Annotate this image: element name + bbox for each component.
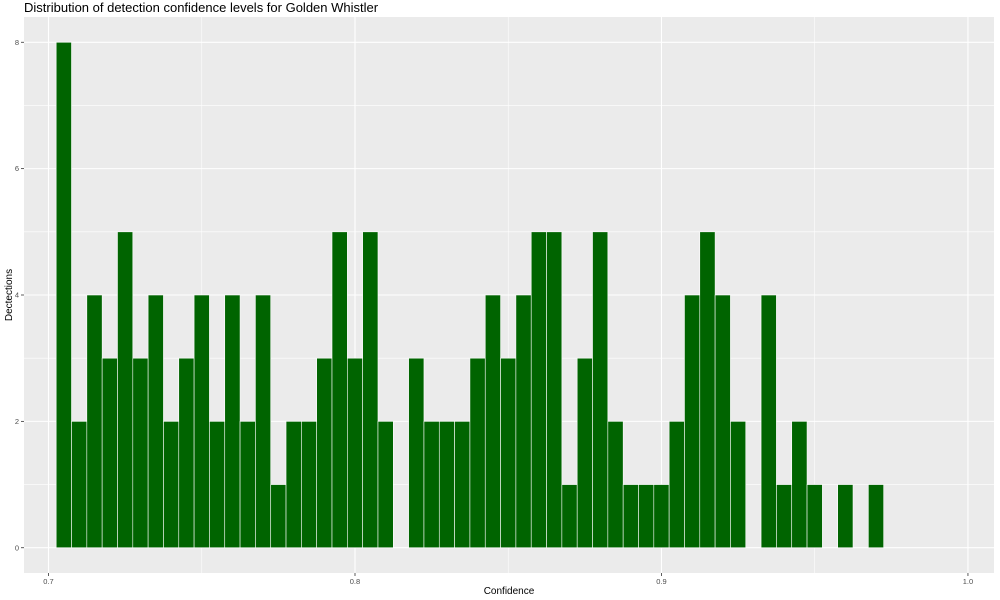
histogram-bar — [653, 484, 670, 549]
histogram-bar — [193, 294, 210, 549]
bars — [55, 41, 884, 549]
histogram-bar — [500, 357, 517, 549]
y-tick-label: 6 — [15, 164, 19, 173]
histogram-bar — [86, 294, 103, 549]
histogram-bar — [209, 421, 226, 549]
histogram-bar — [546, 231, 563, 549]
histogram-bar — [791, 421, 808, 549]
histogram-bar — [561, 484, 578, 549]
y-axis-title: Dectections — [4, 269, 15, 321]
histogram-bar — [622, 484, 639, 549]
histogram-bar — [760, 294, 777, 549]
histogram-bar — [776, 484, 793, 549]
histogram-bar — [454, 421, 471, 549]
histogram-bar — [147, 294, 164, 549]
histogram-bar — [469, 357, 486, 549]
y-tick-label: 0 — [15, 543, 19, 552]
histogram-bar — [868, 484, 884, 549]
histogram-bar — [730, 421, 747, 549]
histogram-bar — [438, 421, 455, 549]
histogram-bar — [714, 294, 731, 549]
histogram-bar — [377, 421, 394, 549]
histogram-bar — [668, 421, 685, 549]
histogram-bar — [484, 294, 501, 549]
x-tick-label: 0.7 — [43, 577, 53, 586]
x-tick-label: 1.0 — [963, 577, 973, 586]
histogram-bar — [362, 231, 379, 549]
histogram-bar — [592, 231, 609, 549]
histogram-bar — [515, 294, 532, 549]
y-axis-ticks: 0 2 4 6 8 — [15, 38, 24, 552]
x-tick-label: 0.9 — [656, 577, 666, 586]
histogram-bar — [55, 41, 72, 549]
y-tick-label: 4 — [15, 291, 19, 300]
histogram-bar — [224, 294, 241, 549]
histogram-bar — [255, 294, 272, 549]
y-tick-label: 8 — [15, 38, 19, 47]
histogram-bar — [71, 421, 88, 549]
histogram-bar — [331, 231, 348, 549]
histogram-bar — [163, 421, 180, 549]
histogram-bar — [301, 421, 317, 549]
x-tick-label: 0.8 — [350, 577, 360, 586]
histogram-bar — [408, 357, 425, 549]
histogram-bar — [270, 484, 287, 549]
histogram-bar — [316, 357, 333, 549]
histogram-bar — [837, 484, 854, 549]
histogram-bar — [607, 421, 624, 549]
y-tick-label: 2 — [15, 417, 19, 426]
histogram-bar — [132, 357, 149, 549]
histogram-bar — [699, 231, 716, 549]
histogram-bar — [530, 231, 547, 549]
histogram-bar — [178, 357, 195, 549]
histogram-bar — [638, 484, 655, 549]
histogram-bar — [101, 357, 118, 549]
chart-title: Distribution of detection confidence lev… — [24, 0, 379, 15]
histogram-bar — [117, 231, 134, 549]
x-axis-title: Confidence — [484, 586, 535, 597]
histogram-bar — [576, 357, 593, 549]
histogram-bar — [285, 421, 302, 549]
x-axis-ticks: 0.7 0.8 0.9 1.0 — [43, 573, 973, 586]
histogram-bar — [347, 357, 363, 549]
histogram-bar — [684, 294, 701, 549]
histogram-bar — [239, 421, 256, 549]
histogram-bar — [806, 484, 823, 549]
histogram-bar — [423, 421, 440, 549]
